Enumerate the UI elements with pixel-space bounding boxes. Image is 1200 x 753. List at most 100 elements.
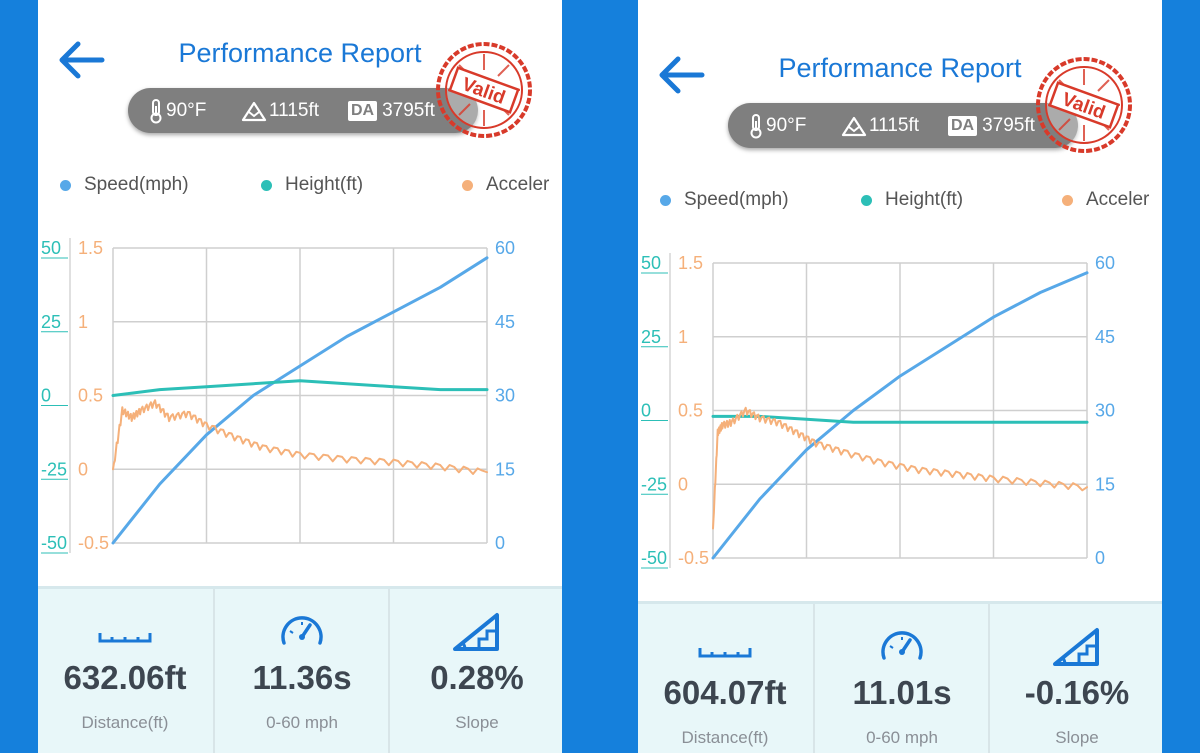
tick-label-height: -25 bbox=[41, 459, 67, 479]
zero-to-sixty-value: 11.01s bbox=[852, 674, 952, 711]
thermometer-icon bbox=[750, 113, 762, 138]
performance-chart: 50 25 0 -25 -50 1.5 1 0.5 0 -0.5 60 45 30 15 0 bbox=[641, 253, 1115, 569]
altitude-item: 1115ft bbox=[241, 88, 319, 133]
tick-label-speed: 60 bbox=[495, 238, 515, 258]
density-altitude-item: DA 3795ft bbox=[948, 103, 1035, 148]
altitude-item: 1115ft bbox=[841, 103, 919, 148]
distance-label: Distance(ft) bbox=[681, 728, 769, 747]
slope-label: Slope bbox=[455, 713, 499, 732]
page-title: Performance Report bbox=[178, 38, 422, 68]
tick-label-accel: 1.5 bbox=[78, 238, 103, 258]
distance-value: 604.07ft bbox=[663, 674, 787, 711]
ruler-icon bbox=[698, 648, 752, 658]
density-altitude-badge: DA bbox=[348, 100, 378, 121]
stat-slope: 0.28% Slope bbox=[388, 589, 562, 753]
tick-label-speed: 0 bbox=[1095, 548, 1105, 568]
tick-label-height: -50 bbox=[41, 533, 67, 553]
mountain-icon bbox=[841, 116, 867, 136]
zero-to-sixty-value: 11.36s bbox=[252, 659, 352, 696]
environment-bar: 90°F 1115ft DA 3795ft bbox=[728, 103, 1078, 148]
stat-zero-to-sixty: 11.36s 0-60 mph bbox=[213, 589, 389, 753]
tick-label-speed: 60 bbox=[1095, 253, 1115, 273]
legend-height[interactable]: Height(ft) bbox=[861, 189, 963, 211]
legend-speed[interactable]: Speed(mph) bbox=[60, 174, 189, 196]
environment-bar: 90°F 1115ft DA 3795ft bbox=[128, 88, 478, 133]
back-arrow-icon[interactable] bbox=[56, 38, 106, 82]
stats-row: 632.06ft Distance(ft) 11.36s 0-60 mph 0.… bbox=[38, 586, 562, 753]
tick-label-height: -25 bbox=[641, 474, 667, 494]
legend-accel[interactable]: Acceler bbox=[462, 174, 549, 196]
series-line-accel bbox=[112, 399, 488, 475]
chart-legend: Speed(mph) Height(ft) Acceler bbox=[38, 174, 562, 200]
tick-label-speed: 30 bbox=[495, 386, 515, 406]
series-line-height bbox=[111, 379, 489, 397]
slope-icon bbox=[1053, 628, 1099, 666]
stat-slope: -0.16% Slope bbox=[988, 604, 1162, 753]
legend-speed-label: Speed(mph) bbox=[684, 189, 789, 210]
legend-accel-label: Acceler bbox=[486, 174, 550, 195]
stats-row: 604.07ft Distance(ft) 11.01s 0-60 mph -0… bbox=[638, 601, 1162, 753]
legend-accel[interactable]: Acceler bbox=[1062, 189, 1149, 211]
slope-value: -0.16% bbox=[1024, 674, 1130, 711]
stat-zero-to-sixty: 11.01s 0-60 mph bbox=[813, 604, 989, 753]
tick-label-accel: 0.5 bbox=[78, 386, 103, 406]
ruler-icon bbox=[98, 633, 152, 643]
tick-label-speed: 45 bbox=[1095, 327, 1115, 347]
distance-value: 632.06ft bbox=[63, 659, 187, 696]
tick-label-height: 50 bbox=[641, 253, 661, 273]
report-panel-right: Performance Report 90°F 1115ft DA 3795ft bbox=[638, 0, 1162, 753]
tick-label-height: 50 bbox=[41, 238, 61, 258]
mountain-icon bbox=[241, 101, 267, 121]
stat-distance: 604.07ft Distance(ft) bbox=[638, 604, 812, 753]
tick-label-height: 0 bbox=[641, 401, 651, 421]
slope-icon bbox=[453, 613, 499, 651]
tick-label-height: -50 bbox=[641, 548, 667, 568]
chart-legend: Speed(mph) Height(ft) Acceler bbox=[638, 189, 1162, 215]
zero-to-sixty-label: 0-60 mph bbox=[266, 713, 338, 732]
report-panel-left: Performance Report 90°F 1115ft DA 3795ft bbox=[38, 0, 562, 753]
tick-label-speed: 0 bbox=[495, 533, 505, 553]
tick-label-speed: 30 bbox=[1095, 401, 1115, 421]
tick-label-height: 25 bbox=[41, 312, 61, 332]
tick-label-accel: 1 bbox=[78, 312, 88, 332]
tick-label-height: 25 bbox=[641, 327, 661, 347]
tick-label-accel: 0 bbox=[678, 474, 688, 494]
density-altitude-value: 3795ft bbox=[982, 114, 1035, 136]
tick-label-accel: 0 bbox=[78, 459, 88, 479]
legend-speed[interactable]: Speed(mph) bbox=[660, 189, 789, 211]
temperature-value: 90°F bbox=[766, 114, 807, 136]
legend-speed-label: Speed(mph) bbox=[84, 174, 189, 195]
slope-label: Slope bbox=[1055, 728, 1099, 747]
tick-label-accel: -0.5 bbox=[678, 548, 709, 568]
performance-chart: 50 25 0 -25 -50 1.5 1 0.5 0 -0.5 60 45 30 15 0 bbox=[41, 238, 515, 554]
tick-label-accel: 0.5 bbox=[678, 401, 703, 421]
density-altitude-badge: DA bbox=[948, 115, 978, 136]
temperature-value: 90°F bbox=[166, 99, 207, 121]
slope-value: 0.28% bbox=[430, 659, 524, 696]
altitude-value: 1115ft bbox=[869, 114, 920, 136]
legend-height-label: Height(ft) bbox=[885, 189, 964, 210]
speedometer-icon bbox=[881, 631, 923, 660]
legend-height[interactable]: Height(ft) bbox=[261, 174, 363, 196]
tick-label-speed: 15 bbox=[1095, 474, 1115, 494]
temperature-item: 90°F bbox=[748, 103, 806, 148]
valid-stamp: Valid bbox=[434, 40, 534, 140]
tick-label-speed: 15 bbox=[495, 459, 515, 479]
series-line-height bbox=[711, 414, 1089, 424]
series-line-speed bbox=[711, 271, 1089, 560]
stat-distance: 632.06ft Distance(ft) bbox=[38, 589, 212, 753]
valid-stamp: Valid bbox=[1034, 55, 1134, 155]
density-altitude-value: 3795ft bbox=[382, 99, 435, 121]
tick-label-accel: 1 bbox=[678, 327, 688, 347]
legend-accel-label: Acceler bbox=[1086, 189, 1150, 210]
speedometer-icon bbox=[281, 616, 323, 645]
tick-label-speed: 45 bbox=[495, 312, 515, 332]
back-arrow-icon[interactable] bbox=[656, 53, 706, 97]
thermometer-icon bbox=[150, 98, 162, 123]
density-altitude-item: DA 3795ft bbox=[348, 88, 435, 133]
page-title: Performance Report bbox=[778, 53, 1022, 83]
zero-to-sixty-label: 0-60 mph bbox=[866, 728, 938, 747]
altitude-value: 1115ft bbox=[269, 99, 320, 121]
series-line-speed bbox=[111, 256, 489, 545]
legend-height-label: Height(ft) bbox=[285, 174, 364, 195]
